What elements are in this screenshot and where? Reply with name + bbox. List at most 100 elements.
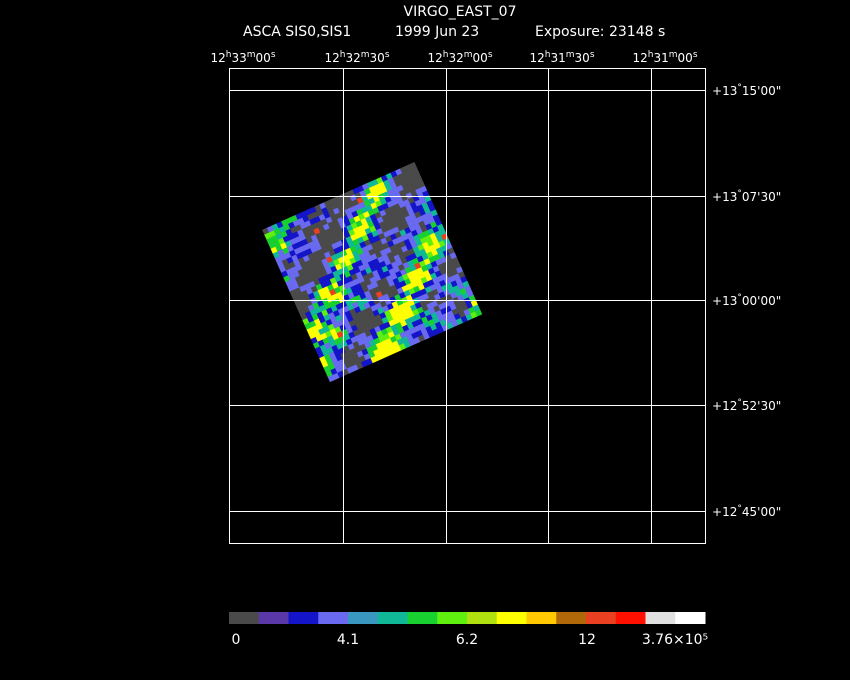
pixel (385, 184, 393, 192)
pixel (306, 287, 314, 296)
pixel (280, 230, 288, 239)
pixel (332, 372, 340, 381)
pixel (386, 251, 395, 260)
pixel (379, 249, 388, 257)
pixel (432, 225, 440, 234)
pixel (389, 284, 398, 292)
pixel (285, 217, 294, 225)
pixel (334, 326, 342, 334)
pixel (358, 355, 367, 363)
pixel (448, 275, 456, 283)
pixel (314, 243, 323, 252)
pixel (388, 216, 396, 225)
pixel (407, 196, 416, 205)
pixel (305, 248, 313, 256)
pixel (375, 200, 383, 208)
pixel (388, 256, 397, 264)
pixel (427, 267, 436, 275)
pixel (271, 223, 279, 231)
pixel (400, 257, 408, 265)
pixel (413, 273, 421, 282)
pixel (318, 225, 326, 233)
pixel (376, 330, 384, 338)
pixel (310, 336, 319, 345)
pixel (383, 270, 391, 278)
pixel (426, 239, 435, 247)
pixel (363, 262, 371, 270)
pixel (346, 263, 354, 272)
pixel (448, 287, 456, 295)
pixel (368, 339, 377, 347)
pixel (430, 209, 438, 217)
pixel (351, 261, 359, 270)
pixel (375, 239, 383, 247)
pixel (437, 263, 445, 271)
pixel (464, 285, 472, 293)
pixel (270, 246, 278, 254)
pixel (425, 211, 434, 219)
pixel (345, 287, 353, 295)
pixel (453, 273, 461, 281)
pixel (395, 207, 403, 216)
pixel (281, 270, 289, 278)
pixel (312, 302, 320, 310)
pixel (348, 331, 356, 339)
pixel (392, 340, 400, 348)
pixel (376, 216, 384, 224)
pixel (347, 303, 355, 311)
pixel (342, 254, 350, 262)
pixel (424, 234, 433, 243)
pixel (299, 222, 307, 230)
pixel (283, 263, 292, 271)
pixel (288, 261, 296, 269)
pixel (454, 289, 463, 298)
pixel (370, 355, 378, 364)
pixel (307, 213, 315, 221)
pixel (372, 320, 380, 329)
pixel (399, 280, 407, 288)
colorbar-swatch (229, 612, 260, 624)
pixel (391, 249, 399, 257)
pixel (403, 341, 411, 349)
pixel (387, 342, 395, 350)
pixel (390, 170, 398, 178)
pixel (383, 281, 391, 290)
pixel (457, 294, 465, 302)
pixel (378, 284, 386, 292)
pixel (401, 233, 409, 242)
pixel (432, 328, 440, 336)
pixel (332, 207, 341, 215)
pixel (318, 213, 326, 222)
pixel (393, 317, 401, 325)
pixel (363, 301, 371, 310)
pixel (311, 211, 320, 219)
pixel (391, 300, 399, 309)
pixel (398, 240, 407, 248)
pixel (320, 321, 329, 329)
pixel (370, 202, 378, 210)
pixel (311, 222, 319, 231)
pixel (452, 285, 461, 293)
pixel (323, 365, 331, 373)
pixel (370, 304, 378, 312)
pixel (397, 315, 406, 323)
pixel (446, 310, 455, 318)
pixel (330, 305, 339, 313)
pixel (427, 216, 436, 224)
pixel (331, 333, 340, 341)
pixel (386, 212, 394, 220)
pixel (369, 276, 377, 284)
pixel (343, 345, 351, 353)
pixel (386, 200, 394, 208)
pixel (350, 273, 359, 281)
pixel (365, 215, 373, 224)
pixel (306, 276, 314, 284)
pixel (327, 335, 335, 343)
pixel (378, 335, 386, 343)
pixel (271, 234, 279, 243)
pixel (387, 291, 395, 299)
pixel (392, 186, 400, 195)
pixel (416, 267, 424, 275)
pixel (312, 290, 321, 298)
dec-label: +13°00'00" (712, 293, 781, 308)
